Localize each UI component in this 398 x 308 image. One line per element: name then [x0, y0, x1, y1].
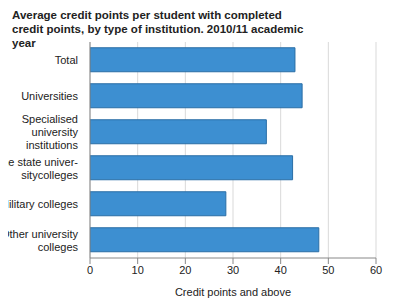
svg-text:30: 30	[227, 264, 239, 276]
svg-text:Other university: Other university	[8, 228, 78, 240]
svg-text:The state univer-: The state univer-	[8, 156, 78, 168]
svg-text:Credit points and above: Credit points and above	[175, 286, 291, 298]
svg-text:institutions: institutions	[26, 139, 78, 151]
svg-text:50: 50	[322, 264, 334, 276]
html-text:Average credit points per stud: Average credit points per student with c…	[12, 9, 304, 49]
svg-text:10: 10	[132, 264, 144, 276]
svg-text:Specialised: Specialised	[22, 113, 78, 125]
svg-text:Total: Total	[55, 54, 78, 66]
svg-text:Universities: Universities	[21, 90, 78, 102]
svg-text:Military colleges: Military colleges	[8, 198, 78, 210]
svg-text:20: 20	[179, 264, 191, 276]
svg-text:60: 60	[370, 264, 382, 276]
svg-text:40: 40	[275, 264, 287, 276]
svg-text:colleges: colleges	[38, 241, 79, 253]
svg-text:university: university	[32, 126, 79, 138]
svg-text:0: 0	[87, 264, 93, 276]
svg-text:sitycolleges: sitycolleges	[21, 169, 78, 181]
